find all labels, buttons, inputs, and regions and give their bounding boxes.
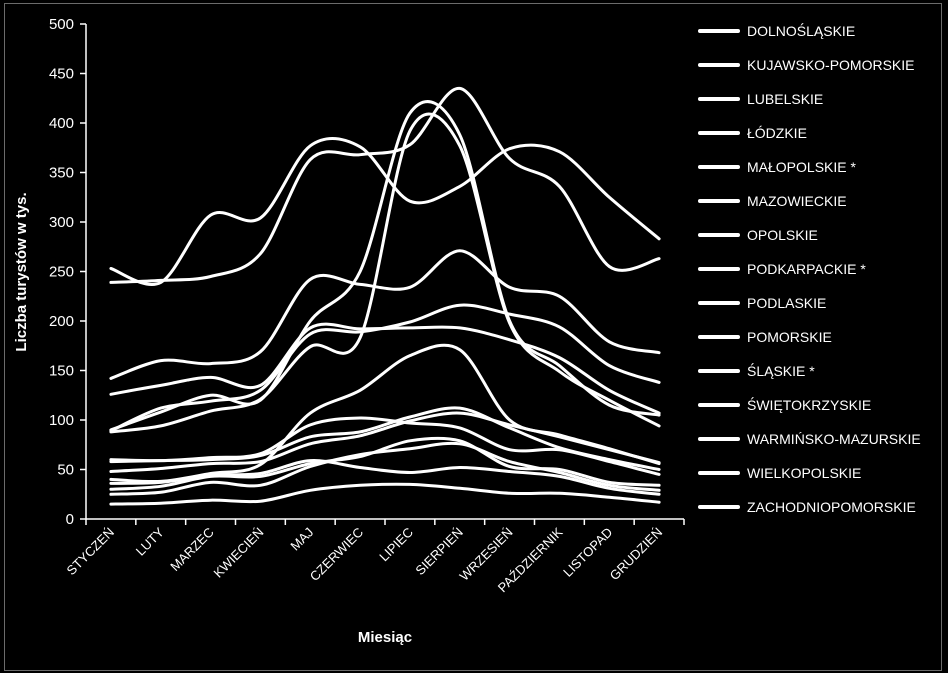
legend-label: ŚWIĘTOKRZYSKIE — [747, 396, 871, 413]
y-tick-label: 0 — [66, 511, 74, 528]
series-line-2 — [109, 411, 661, 473]
x-tick-label: LUTY — [133, 524, 167, 558]
x-tick-label: STYCZEŃ — [64, 525, 118, 579]
series-lines — [109, 86, 661, 506]
x-axis-title: Miesiąc — [358, 629, 412, 646]
series-line-6 — [109, 482, 661, 506]
series-line-7 — [109, 343, 661, 484]
legend-label: PODLASKIE — [747, 295, 826, 311]
series-line-4 — [109, 137, 661, 286]
legend-label: DOLNOŚLĄSKIE — [747, 22, 855, 39]
y-tick-label: 400 — [49, 115, 74, 132]
legend-label: LUBELSKIE — [747, 91, 823, 107]
y-tick-label: 50 — [57, 462, 74, 479]
x-tick-label: CZERWIEC — [307, 525, 366, 584]
x-tick-label: SIERPIEŃ — [412, 525, 466, 579]
y-axis: 0 50 100 150 200 250 300 350 400 450 500 — [49, 16, 87, 528]
y-tick-label: 150 — [49, 363, 74, 380]
chart-frame — [4, 3, 942, 671]
x-tick-label: LIPIEC — [376, 525, 416, 565]
series-line-14 — [109, 459, 661, 496]
legend-label: OPOLSKIE — [747, 227, 818, 243]
legend-label: PODKARPACKIE * — [747, 261, 866, 277]
series-line-11 — [109, 441, 661, 496]
legend: DOLNOŚLĄSKIE KUJAWSKO-POMORSKIE LUBELSKIE Ł… — [698, 22, 921, 515]
legend-label: MAZOWIECKIE — [747, 193, 847, 209]
x-tick-label: MAJ — [287, 525, 316, 554]
series-line-13 — [109, 303, 661, 433]
x-tick-label: MARZEC — [167, 525, 216, 574]
y-tick-label: 350 — [49, 165, 74, 182]
legend-label: KUJAWSKO-POMORSKIE — [747, 57, 915, 73]
legend-label: ZACHODNIOPOMORSKIE — [747, 499, 916, 515]
y-axis-title: Liczba turystów w tys. — [13, 192, 30, 351]
y-tick-label: 100 — [49, 412, 74, 429]
series-line-3 — [109, 406, 661, 471]
legend-label: MAŁOPOLSKIE * — [747, 159, 856, 175]
legend-label: WIELKOPOLSKIE — [747, 465, 861, 481]
y-tick-label: 250 — [49, 264, 74, 281]
series-line-9 — [109, 100, 661, 432]
x-tick-label: GRUDZIEŃ — [607, 525, 666, 584]
series-line-0 — [109, 86, 661, 284]
series-line-12 — [109, 112, 661, 434]
legend-label: ŁÓDZKIE — [747, 125, 807, 141]
legend-label: WARMIŃSKO-MAZURSKIE — [747, 431, 921, 447]
y-tick-label: 200 — [49, 313, 74, 330]
y-tick-label: 500 — [49, 16, 74, 33]
series-line-5 — [109, 249, 661, 380]
x-tick-label: KWIECIEŃ — [210, 525, 266, 581]
y-tick-label: 450 — [49, 66, 74, 83]
legend-label: POMORSKIE — [747, 329, 832, 345]
y-tick-label: 300 — [49, 214, 74, 231]
legend-label: ŚLĄSKIE * — [747, 362, 815, 379]
